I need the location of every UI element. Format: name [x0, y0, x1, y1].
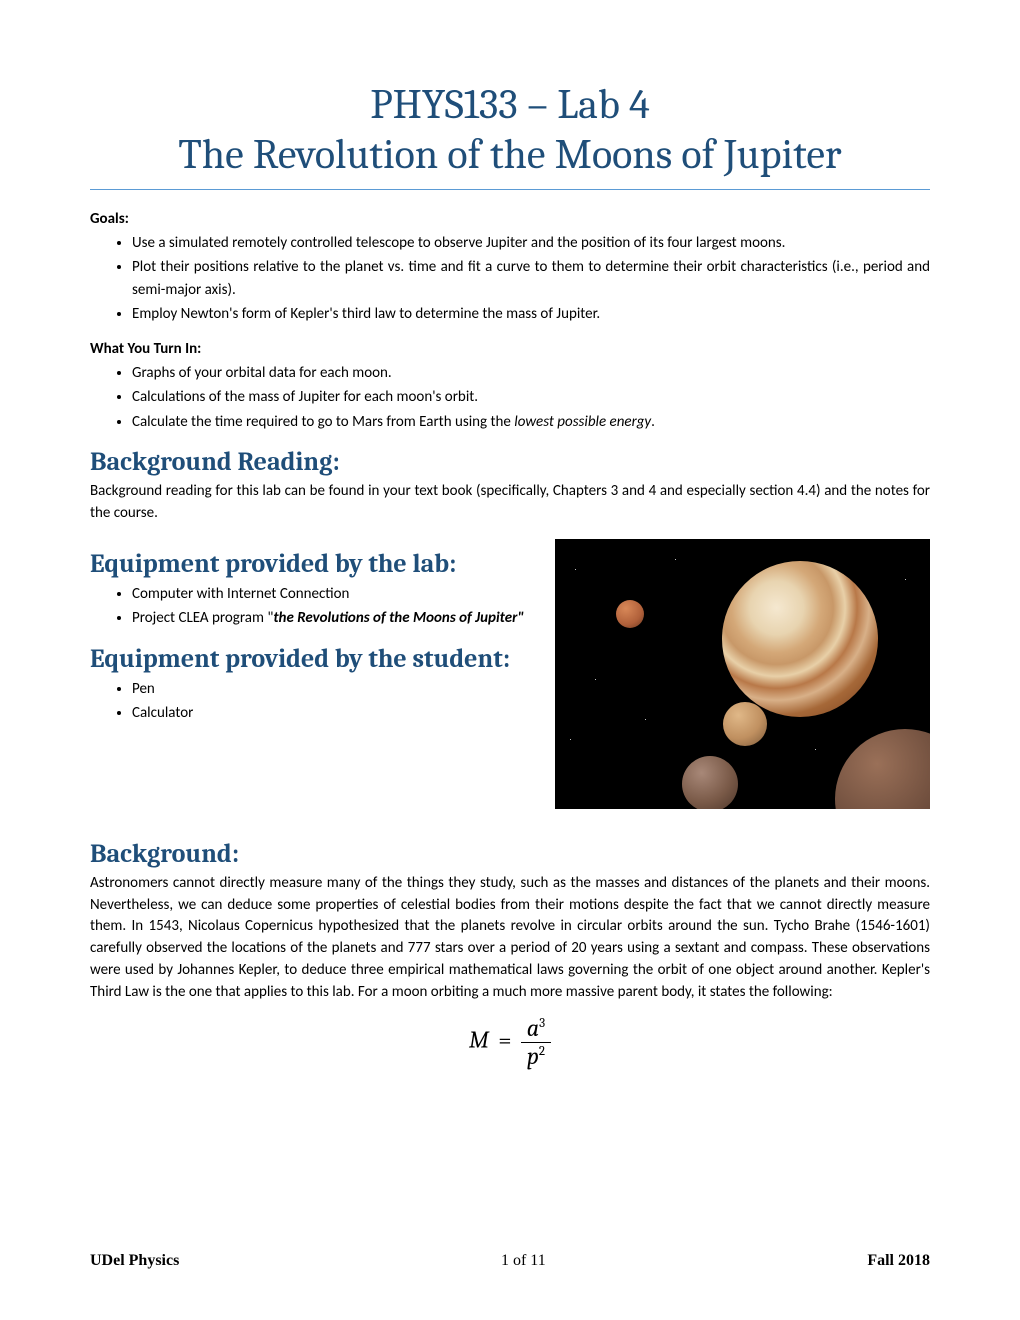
title-line-2: The Revolution of the Moons of Jupiter	[90, 130, 930, 180]
formula-equals: =	[494, 1026, 515, 1054]
formula-den-exp: 2	[539, 1044, 545, 1059]
jupiter-moons-image	[555, 539, 930, 809]
equipment-student-heading: Equipment provided by the student:	[90, 644, 535, 674]
list-item: Calculations of the mass of Jupiter for …	[132, 386, 930, 409]
background-reading-heading: Background Reading:	[90, 447, 930, 477]
equipment-lab-heading: Equipment provided by the lab:	[90, 549, 535, 579]
background-reading-text: Background reading for this lab can be f…	[90, 481, 930, 525]
list-item: Computer with Internet Connection	[132, 583, 535, 606]
list-item: Pen	[132, 678, 535, 701]
title-line-1: PHYS133 – Lab 4	[90, 80, 930, 130]
background-text: Astronomers cannot directly measure many…	[90, 873, 930, 1004]
formula-fraction: a3 p2	[521, 1015, 551, 1069]
list-item: Calculate the time required to go to Mar…	[132, 411, 930, 434]
list-item: Plot their positions relative to the pla…	[132, 256, 930, 301]
turnin-label: What You Turn In:	[90, 340, 930, 358]
formula-num-exp: 3	[539, 1016, 545, 1031]
list-item: Project CLEA program "the Revolutions of…	[132, 607, 535, 630]
list-item: Graphs of your orbital data for each moo…	[132, 362, 930, 385]
list-item-tail: .	[651, 413, 655, 431]
document-title: PHYS133 – Lab 4 The Revolution of the Mo…	[90, 80, 930, 181]
list-item: Calculator	[132, 702, 535, 725]
formula-numerator: a3	[521, 1015, 551, 1042]
page-footer: UDel Physics 1 of 11 Fall 2018	[90, 1252, 930, 1270]
goals-label: Goals:	[90, 210, 930, 228]
list-item-bolditalic: the Revolutions of the Moons of Jupiter"	[273, 609, 524, 627]
footer-page-current: 1	[501, 1252, 509, 1269]
jupiter-planet	[722, 561, 878, 717]
footer-page-total: 11	[530, 1252, 545, 1269]
background-heading: Background:	[90, 839, 930, 869]
kepler-formula: M = a3 p2	[90, 1015, 930, 1069]
title-underline	[90, 189, 930, 190]
equipment-student-list: Pen Calculator	[90, 678, 535, 725]
moon-europa	[723, 702, 767, 746]
formula-lhs: M	[469, 1026, 489, 1054]
moon-io	[616, 600, 644, 628]
equipment-lab-list: Computer with Internet Connection Projec…	[90, 583, 535, 630]
moon-callisto	[835, 729, 930, 809]
list-item-text: Calculate the time required to go to Mar…	[132, 413, 514, 431]
footer-page-of: of	[513, 1252, 526, 1269]
formula-den-base: p	[527, 1042, 539, 1070]
moon-ganymede	[682, 756, 738, 809]
goals-list: Use a simulated remotely controlled tele…	[90, 232, 930, 326]
formula-denominator: p2	[521, 1043, 551, 1069]
list-item: Employ Newton's form of Kepler's third l…	[132, 303, 930, 326]
footer-page: 1 of 11	[501, 1252, 546, 1270]
footer-right: Fall 2018	[867, 1252, 930, 1270]
list-item-text: Project CLEA program "	[132, 609, 273, 627]
turnin-list: Graphs of your orbital data for each moo…	[90, 362, 930, 434]
list-item: Use a simulated remotely controlled tele…	[132, 232, 930, 255]
formula-num-base: a	[527, 1014, 539, 1042]
list-item-italic: lowest possible energy	[514, 413, 651, 431]
footer-left: UDel Physics	[90, 1252, 179, 1270]
